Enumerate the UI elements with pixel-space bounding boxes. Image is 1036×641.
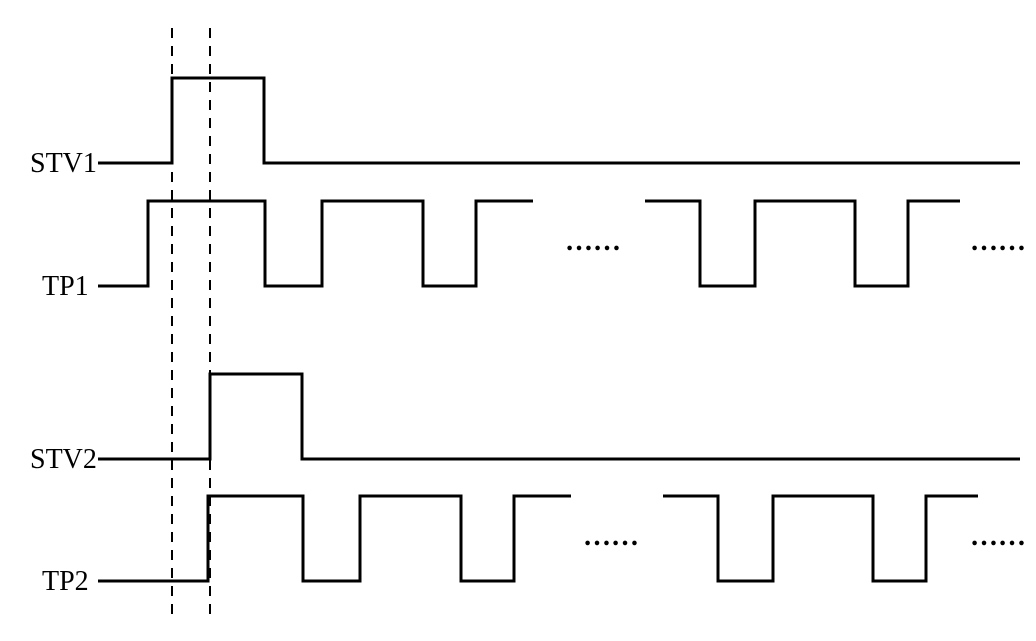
tp2-label: TP2 — [42, 566, 89, 597]
stv1-label: STV1 — [30, 148, 97, 179]
tp2-ellipsis-2: …… — [970, 521, 1026, 552]
timing-diagram: STV1 TP1 …… …… STV2 TP2 …… …… — [0, 0, 1036, 641]
tp1-ellipsis-2: …… — [970, 226, 1026, 257]
tp1-label: TP1 — [42, 271, 89, 302]
tp1-ellipsis-1: …… — [565, 226, 621, 257]
tp2-ellipsis-1: …… — [583, 521, 639, 552]
stv2-label: STV2 — [30, 444, 97, 475]
